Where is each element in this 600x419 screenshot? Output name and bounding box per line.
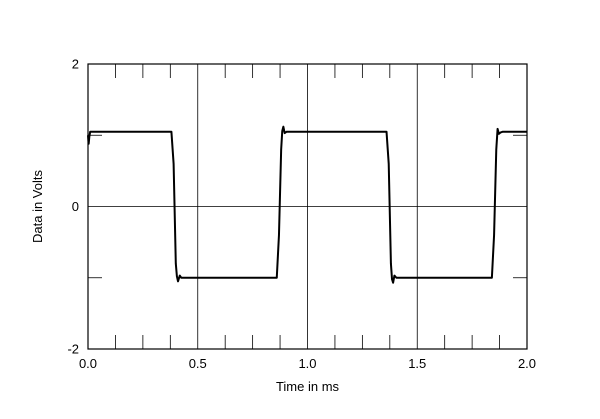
x-axis-label: Time in ms	[276, 379, 340, 394]
x-tick-label: 0.5	[189, 356, 207, 371]
y-axis-label: Data in Volts	[30, 170, 45, 243]
data-series	[87, 125, 527, 284]
grid-lines	[88, 64, 527, 349]
x-tick-label: 0.0	[79, 356, 97, 371]
x-tick-labels: 0.0 0.5 1.0 1.5 2.0	[79, 356, 536, 371]
y-tick-label: -2	[67, 342, 79, 357]
y-tick-label: 0	[72, 199, 79, 214]
plot-frame	[87, 63, 528, 350]
x-tick-label: 1.5	[408, 356, 426, 371]
x-tick-label: 2.0	[518, 356, 536, 371]
series-line-0	[87, 125, 527, 284]
x-tick-label: 1.0	[298, 356, 316, 371]
y-tick-label: 2	[72, 57, 79, 72]
y-tick-labels: -2 0 2	[67, 57, 79, 357]
minor-ticks	[88, 64, 527, 349]
